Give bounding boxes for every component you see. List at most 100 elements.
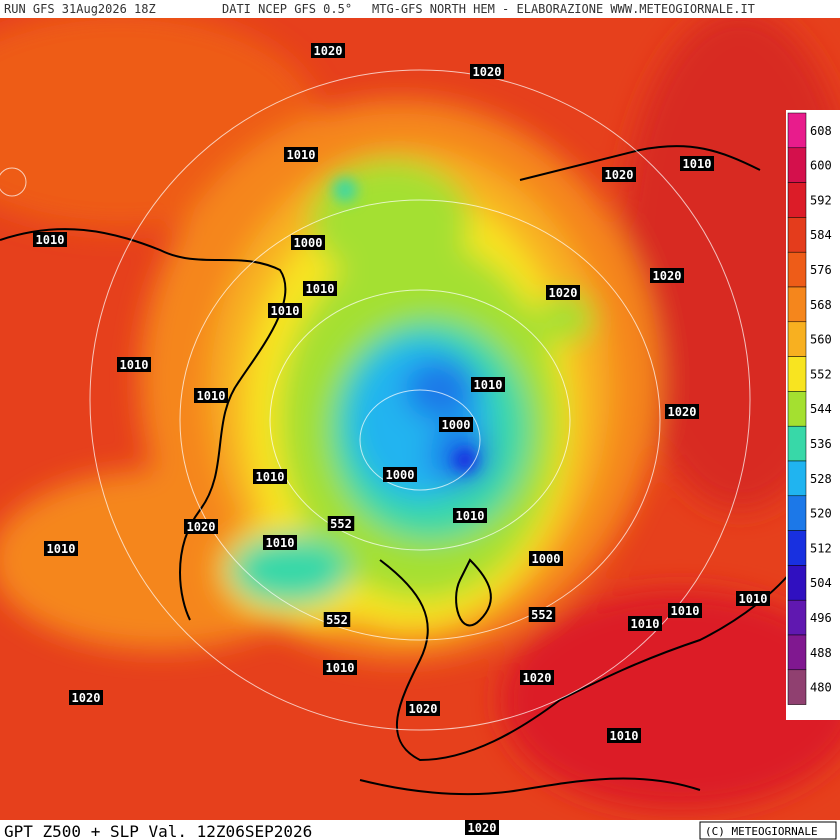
contour-label-box [44,541,78,556]
contour-label-box [117,357,151,372]
legend-swatch [787,391,807,427]
legend-swatch [787,530,807,566]
contour-label: 1020 [549,286,578,300]
legend-swatch [787,182,807,218]
contour-label: 1010 [306,282,335,296]
contour-label-box [470,64,504,79]
contour-label-box [528,607,556,622]
legend-label: 560 [810,333,832,347]
legend-label: 576 [810,263,832,277]
contour-label: 1010 [120,358,149,372]
contour-label: 1020 [187,520,216,534]
legend-label: 584 [810,228,832,242]
contour-label: 1010 [631,617,660,631]
contour-label: 1020 [72,691,101,705]
contour-label: 1010 [326,661,355,675]
legend-swatch [787,425,807,462]
contour-label-box [284,147,318,162]
contour-label-box [465,820,499,835]
legend-label: 520 [810,507,832,521]
contour-label-box [323,660,357,675]
legend-swatch [787,599,807,636]
contour-label-box [327,516,355,531]
contour-label: 1010 [739,592,768,606]
contour-label: 552 [326,613,348,627]
contour-label: 1000 [386,468,415,482]
legend-swatch [787,669,807,705]
contour-label-box [607,728,641,743]
legend-label: 608 [810,124,832,138]
contour-label: 1010 [271,304,300,318]
contour-label: 1020 [668,405,697,419]
legend: 608 600 592 584 576 568 560 552 544 536 528 520 512 5… [786,110,840,720]
legend-swatch [787,634,807,671]
legend-label: 528 [810,472,832,486]
header-bar [0,0,840,18]
contour-label: 1020 [468,821,497,835]
contour-label: 1020 [523,671,552,685]
contour-label-box [383,467,417,482]
legend-swatch [787,565,807,601]
legend-label: 544 [810,402,832,416]
copyright-box [699,821,837,840]
contour-label-box [668,603,702,618]
contour-label-box [529,551,563,566]
legend-label: 504 [810,576,832,590]
contour-label: 1010 [683,157,712,171]
legend-swatch [787,147,807,183]
contour-label-box [665,404,699,419]
contour-label: 1010 [610,729,639,743]
legend-swatch [787,460,807,497]
contour-label: 1020 [409,702,438,716]
legend-swatch [787,286,807,323]
isobars [0,69,751,731]
contour-label-box [184,519,218,534]
legend-swatch [787,321,807,357]
contour-label-box [439,417,473,432]
contour-label-box [453,508,487,523]
contour-label-box [546,285,580,300]
contour-label-box [471,377,505,392]
contour-label: 1010 [671,604,700,618]
contour-label-box [406,701,440,716]
contour-label-box [194,388,228,403]
height-field [0,10,840,810]
contour-label-box [650,268,684,283]
contour-label-box [736,591,770,606]
run-label: RUN GFS 31Aug2026 18Z [4,2,156,16]
legend-swatch [787,217,807,253]
legend-label: 536 [810,437,832,451]
contour-label: 552 [330,517,352,531]
contour-label: 1010 [474,378,503,392]
legend-swatch [787,112,807,149]
contour-label-box [628,616,662,631]
contour-label-box [323,612,351,627]
contour-label: 1000 [294,236,323,250]
legend-swatch [787,251,807,288]
contour-label: 1010 [197,389,226,403]
footer-bar [0,820,840,840]
legend-swatch [787,495,807,531]
contour-label: 1020 [473,65,502,79]
contour-label-box [33,232,67,247]
contour-labels: 1020 1020 1010 1020 1010 1010 1000 1010 1020 1020… [33,43,770,835]
contour-label-box [291,235,325,250]
legend-label: 480 [810,681,832,695]
contour-label-box [680,156,714,171]
contour-label-box [253,469,287,484]
contour-label: 1020 [605,168,634,182]
legend-label: 512 [810,541,832,555]
contour-label: 1020 [314,44,343,58]
contour-label-box [263,535,297,550]
contour-label: 1010 [287,148,316,162]
legend-label: 592 [810,193,832,207]
source-label: DATI NCEP GFS 0.5° [222,2,352,16]
contour-label: 1010 [36,233,65,247]
contour-label-box [268,303,302,318]
contour-label: 1000 [532,552,561,566]
contour-label-box [602,167,636,182]
contour-label: 1010 [47,542,76,556]
legend-swatch [787,356,807,392]
